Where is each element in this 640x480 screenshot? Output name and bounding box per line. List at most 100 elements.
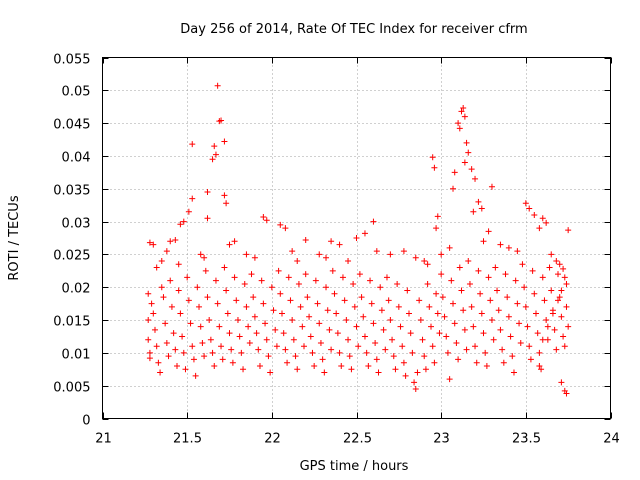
data-point: [387, 317, 394, 324]
data-point: [446, 376, 453, 383]
data-point: [228, 346, 235, 353]
data-point: [387, 251, 394, 258]
data-point: [316, 251, 323, 258]
data-point: [326, 326, 333, 333]
data-point: [175, 287, 182, 294]
data-point: [527, 356, 534, 363]
data-point: [294, 366, 301, 373]
y-tick-label: 0.03: [62, 217, 91, 232]
data-point: [548, 287, 555, 294]
data-point: [414, 369, 421, 376]
data-point: [373, 356, 380, 363]
data-point: [475, 267, 482, 274]
data-point: [275, 267, 282, 274]
data-point: [460, 105, 467, 112]
data-point: [529, 267, 536, 274]
data-point: [277, 221, 284, 228]
data-point: [465, 149, 472, 156]
data-point: [211, 143, 218, 150]
y-tick-label: 0.035: [53, 184, 90, 199]
data-point: [209, 349, 216, 356]
data-point: [563, 303, 570, 310]
data-point: [536, 225, 543, 232]
data-point: [333, 310, 340, 317]
data-point: [180, 349, 187, 356]
data-point: [158, 284, 165, 291]
data-point: [211, 362, 218, 369]
data-point: [329, 267, 336, 274]
data-point: [565, 323, 572, 330]
data-point: [219, 356, 226, 363]
data-point: [158, 257, 165, 264]
data-point: [280, 330, 287, 337]
y-tick-label: 0.055: [53, 53, 90, 68]
data-point: [172, 236, 179, 243]
data-point: [558, 287, 565, 294]
data-point: [292, 353, 299, 360]
data-point: [204, 215, 211, 222]
plot-frame: [102, 57, 611, 419]
x-tick-label: 23: [433, 432, 450, 447]
data-point: [201, 353, 208, 360]
data-point: [383, 274, 390, 281]
x-tick-label: 21: [95, 432, 112, 447]
data-point: [251, 254, 258, 261]
data-point: [316, 320, 323, 327]
data-point: [556, 294, 563, 301]
data-point: [185, 297, 192, 304]
data-point: [461, 159, 468, 166]
data-point: [282, 346, 289, 353]
data-point: [361, 333, 368, 340]
data-point: [177, 310, 184, 317]
data-point: [510, 369, 517, 376]
data-point: [251, 313, 258, 320]
data-point: [412, 254, 419, 261]
data-point: [323, 254, 330, 261]
data-point: [172, 346, 179, 353]
y-tick-label: 0.01: [62, 348, 91, 363]
data-point: [409, 349, 416, 356]
data-point: [505, 244, 512, 251]
data-point: [260, 213, 267, 220]
data-point: [358, 294, 365, 301]
data-point: [438, 251, 445, 258]
data-point: [282, 225, 289, 232]
data-point: [314, 300, 321, 307]
data-point: [197, 323, 204, 330]
data-point: [395, 303, 402, 310]
data-point: [218, 343, 225, 350]
y-tick-labels: 0 0.005 0.01 0.015 0.02 0.025 0.03 0.035 0.04 0.0…: [53, 53, 90, 429]
data-point: [422, 366, 429, 373]
data-point: [480, 238, 487, 245]
x-axis-title: GPS time / hours: [300, 459, 409, 474]
data-point: [189, 141, 196, 148]
data-point: [399, 343, 406, 350]
data-point: [483, 362, 490, 369]
data-point: [443, 333, 450, 340]
data-point: [500, 359, 507, 366]
data-point: [284, 359, 291, 366]
data-point: [346, 353, 353, 360]
data-point: [226, 241, 233, 248]
data-point: [460, 307, 467, 314]
data-point: [378, 307, 385, 314]
y-tick-label: 0.005: [53, 381, 90, 396]
y-tick-label: 0.045: [53, 118, 90, 133]
data-point: [272, 326, 279, 333]
data-point: [238, 349, 245, 356]
data-point: [356, 271, 363, 278]
data-point: [339, 274, 346, 281]
data-point: [553, 257, 560, 264]
data-point: [223, 287, 230, 294]
data-point: [212, 277, 219, 284]
data-point: [248, 271, 255, 278]
data-point: [145, 317, 152, 324]
data-point: [434, 310, 441, 317]
data-point: [404, 287, 411, 294]
data-point: [382, 346, 389, 353]
data-point: [277, 290, 284, 297]
data-point: [268, 284, 275, 291]
data-point: [236, 333, 243, 340]
data-point: [360, 313, 367, 320]
